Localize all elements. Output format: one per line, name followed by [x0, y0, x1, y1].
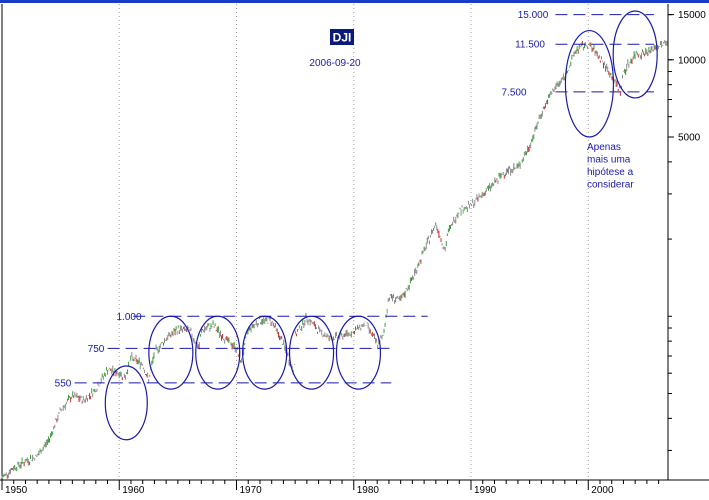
- level-label-1.000: 1.000: [116, 312, 141, 323]
- zone-ellipse: [148, 315, 194, 390]
- chart-title: DJI: [333, 31, 352, 45]
- zone-ellipse: [612, 10, 658, 99]
- note-line: Apenas: [587, 142, 621, 153]
- plot-frame: [0, 0, 709, 481]
- level-label-750: 750: [88, 344, 105, 355]
- chart-subtitle: 2006-09-20: [309, 58, 361, 69]
- zone-ellipse: [288, 315, 335, 390]
- y-tick-label-10000: 10000: [678, 55, 706, 66]
- note-line: hipótese a: [587, 167, 634, 178]
- x-tick-label-1990: 1990: [474, 485, 497, 495]
- x-tick-label-2000: 2000: [591, 485, 614, 495]
- level-label-15.000: 15.000: [518, 10, 549, 21]
- note-line: mais uma: [587, 155, 631, 166]
- x-tick-label-1950: 1950: [5, 485, 28, 495]
- zone-ellipse: [335, 315, 382, 390]
- y-axis: 5000 10000 15000: [668, 10, 706, 451]
- zone-ellipse: [195, 315, 241, 390]
- annotations: 15.000 11.500 7.500 1.000 750 550 Apenas mais u…: [55, 10, 658, 441]
- top-rule: [0, 0, 709, 3]
- level-label-11.500: 11.500: [515, 40, 545, 51]
- y-tick-label-15000: 15000: [678, 10, 706, 21]
- note-line: considerar: [587, 180, 634, 191]
- level-label-550: 550: [55, 378, 72, 389]
- y-tick-label-5000: 5000: [678, 132, 701, 143]
- zone-ellipse: [242, 315, 288, 390]
- x-axis: 1950 1960 1970 1980 1990 2000: [1, 480, 660, 496]
- x-tick-label-1960: 1960: [122, 485, 145, 495]
- x-tick-label-1970: 1970: [240, 485, 263, 495]
- zone-ellipse: [104, 365, 148, 441]
- level-label-7.500: 7.500: [501, 87, 526, 98]
- zone-ellipse: [564, 29, 615, 138]
- title-box: [330, 29, 354, 45]
- gridlines: [1, 4, 589, 480]
- x-tick-label-1980: 1980: [357, 485, 380, 495]
